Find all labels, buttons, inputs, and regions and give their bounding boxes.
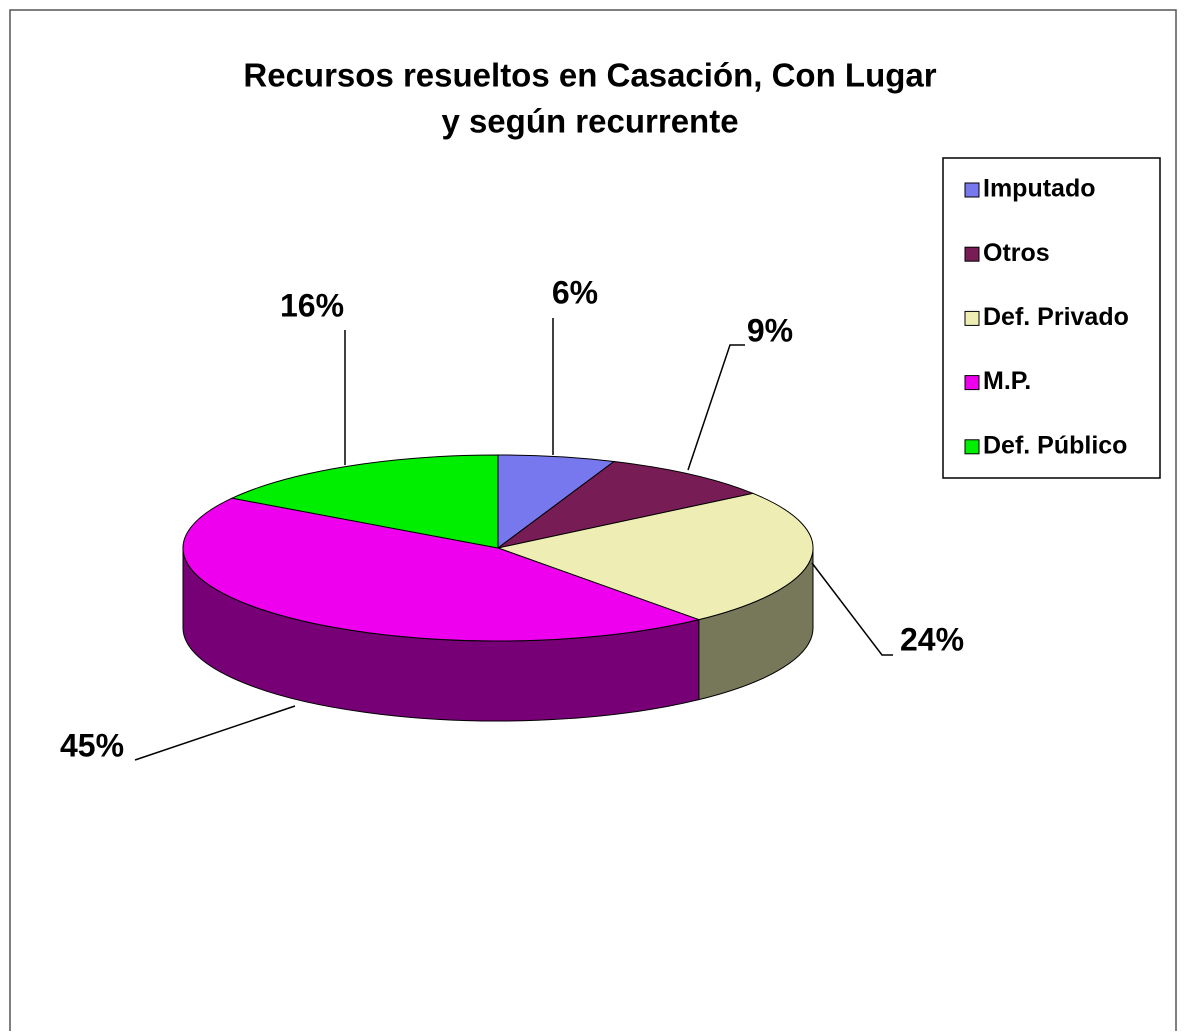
slice [497,454,616,549]
legend-swatch [964,246,980,262]
slice [496,492,814,621]
legend-swatch [964,375,980,391]
data-label: 16% [280,287,344,323]
chart-title: y según recurrente [441,103,738,140]
legend-label: Imputado [983,175,1096,203]
legend-swatch [964,310,980,326]
legend-label: Otros [983,239,1050,267]
data-label: 9% [747,312,793,348]
legend-label: Def. Privado [983,303,1129,331]
data-label: 6% [552,274,598,310]
slice [182,497,701,642]
leader-line [134,705,296,761]
slice [497,461,755,549]
legend-swatch [964,182,980,198]
legend-label: Def. Público [983,431,1127,459]
leader-line [687,344,745,471]
data-label: 45% [60,727,124,763]
legend-swatch [964,439,980,455]
data-label: 24% [900,621,964,657]
leader-line [811,562,893,656]
slice [230,454,499,549]
chart-title: Recursos resueltos en Casación, Con Luga… [243,57,936,94]
legend-label: M.P. [983,367,1031,395]
